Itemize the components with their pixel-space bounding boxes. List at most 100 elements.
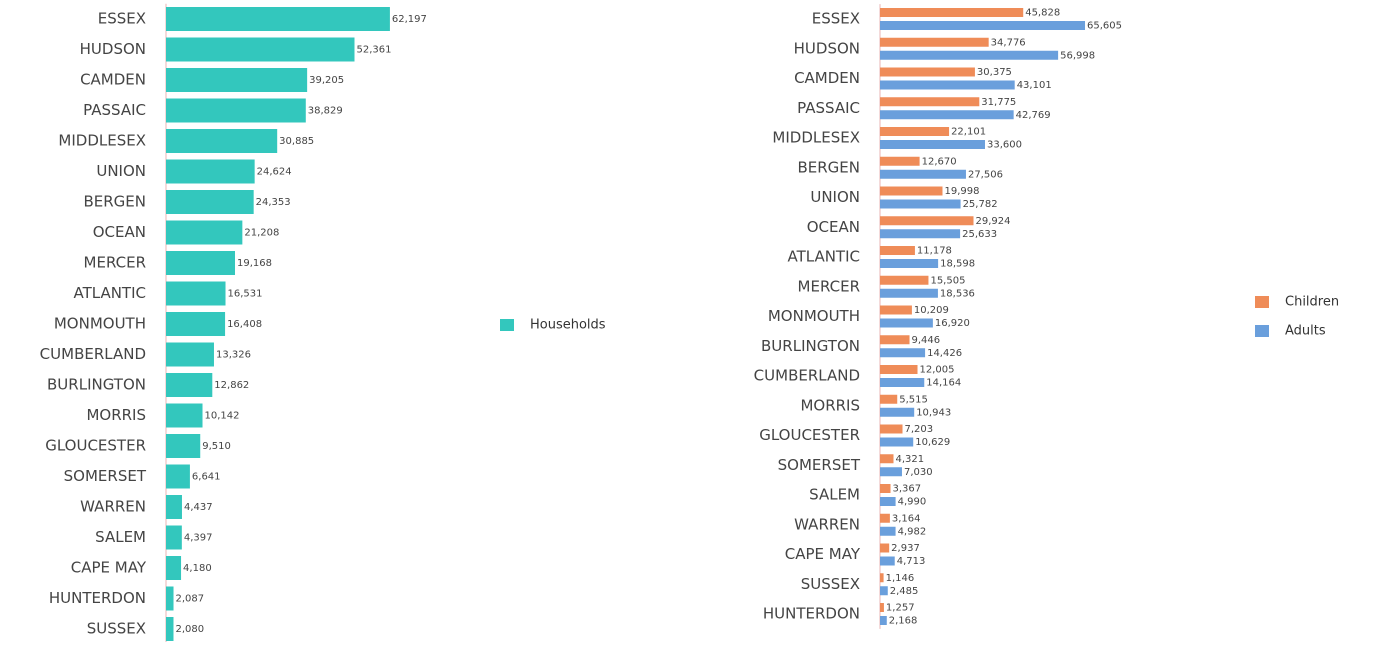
value-label: 3,164	[892, 513, 921, 524]
bar	[880, 67, 975, 77]
category-label: BERGEN	[83, 193, 146, 211]
category-label: CAMDEN	[80, 71, 146, 89]
value-label: 29,924	[976, 216, 1011, 227]
value-label: 12,862	[214, 380, 249, 391]
category-label: BERGEN	[797, 158, 860, 176]
value-label: 2,080	[175, 624, 204, 635]
legend-swatch	[1255, 325, 1269, 337]
value-label: 34,776	[991, 37, 1026, 48]
category-label: ESSEX	[98, 10, 146, 28]
bar	[166, 403, 203, 428]
value-label: 21,208	[244, 228, 279, 239]
category-label: ESSEX	[812, 10, 860, 28]
value-label: 11,178	[917, 246, 952, 257]
category-label: ATLANTIC	[787, 248, 860, 266]
bar	[880, 497, 896, 506]
category-label: BURLINGTON	[761, 337, 860, 355]
bar	[166, 434, 201, 458]
value-label: 1,146	[886, 573, 915, 584]
category-label: GLOUCESTER	[759, 426, 860, 444]
bar	[880, 275, 929, 285]
bar	[166, 525, 182, 550]
bar	[166, 617, 174, 641]
category-label: HUNTERDON	[763, 605, 860, 623]
bar	[880, 365, 918, 374]
value-label: 16,408	[227, 319, 262, 330]
value-label: 15,505	[930, 275, 965, 286]
category-label: HUNTERDON	[49, 589, 146, 607]
category-label: MORRIS	[800, 396, 860, 414]
bar	[880, 216, 974, 226]
bar	[880, 378, 925, 387]
bar	[166, 37, 355, 62]
value-label: 24,624	[257, 167, 292, 178]
value-label: 30,375	[977, 67, 1012, 78]
bar	[166, 251, 236, 275]
bar	[166, 98, 306, 123]
value-label: 13,326	[216, 350, 251, 361]
category-label: SALEM	[809, 486, 860, 504]
bar	[880, 229, 961, 239]
category-label: SUSSEX	[801, 575, 860, 593]
bar	[880, 21, 1086, 30]
category-label: CAMDEN	[794, 69, 860, 87]
value-label: 19,168	[237, 258, 272, 269]
category-label: MERCER	[798, 277, 860, 295]
bar	[880, 454, 894, 464]
bar	[166, 464, 190, 489]
bar	[880, 484, 891, 493]
value-label: 16,920	[935, 318, 970, 329]
value-label: 2,168	[889, 616, 918, 627]
bar	[880, 140, 985, 149]
bar	[880, 318, 933, 328]
bar	[880, 80, 1015, 90]
bar	[880, 573, 884, 583]
bar	[880, 603, 884, 612]
bar	[880, 348, 926, 358]
category-label: OCEAN	[93, 223, 146, 241]
value-label: 10,943	[916, 407, 951, 418]
bar	[166, 7, 390, 31]
value-label: 33,600	[987, 140, 1022, 151]
bar	[166, 586, 174, 611]
category-label: HUDSON	[80, 40, 146, 58]
bar	[880, 556, 895, 566]
category-label: WARREN	[80, 498, 146, 516]
bar	[166, 312, 226, 336]
value-label: 2,485	[890, 586, 919, 597]
legend-swatch	[1255, 296, 1269, 308]
category-label: UNION	[810, 188, 860, 206]
bar	[166, 281, 226, 306]
bar	[880, 513, 890, 523]
bar	[880, 156, 920, 166]
value-label: 56,998	[1060, 50, 1095, 61]
value-label: 27,506	[968, 169, 1003, 180]
value-label: 24,353	[256, 197, 291, 208]
value-label: 4,713	[897, 556, 926, 567]
bar	[166, 190, 254, 214]
value-label: 25,782	[963, 199, 998, 210]
value-label: 10,629	[915, 437, 950, 448]
category-label: MORRIS	[86, 406, 146, 424]
category-label: GLOUCESTER	[45, 437, 146, 455]
bar	[880, 97, 980, 107]
category-label: SALEM	[95, 528, 146, 546]
category-label: WARREN	[794, 515, 860, 533]
legend-label: Households	[530, 318, 606, 333]
bar	[880, 199, 961, 209]
category-label: MONMOUTH	[54, 315, 146, 333]
bar	[880, 543, 890, 553]
legend-label: Children	[1285, 295, 1339, 310]
category-label: MERCER	[84, 254, 146, 272]
bar	[880, 259, 939, 268]
value-label: 1,257	[886, 603, 915, 614]
value-label: 5,515	[899, 394, 928, 405]
bar	[880, 424, 903, 434]
value-label: 22,101	[951, 127, 986, 138]
bar	[880, 437, 914, 447]
bar	[166, 220, 243, 245]
value-label: 39,205	[309, 75, 344, 86]
value-label: 14,426	[927, 348, 962, 359]
category-label: MONMOUTH	[768, 307, 860, 325]
bar	[166, 373, 213, 397]
